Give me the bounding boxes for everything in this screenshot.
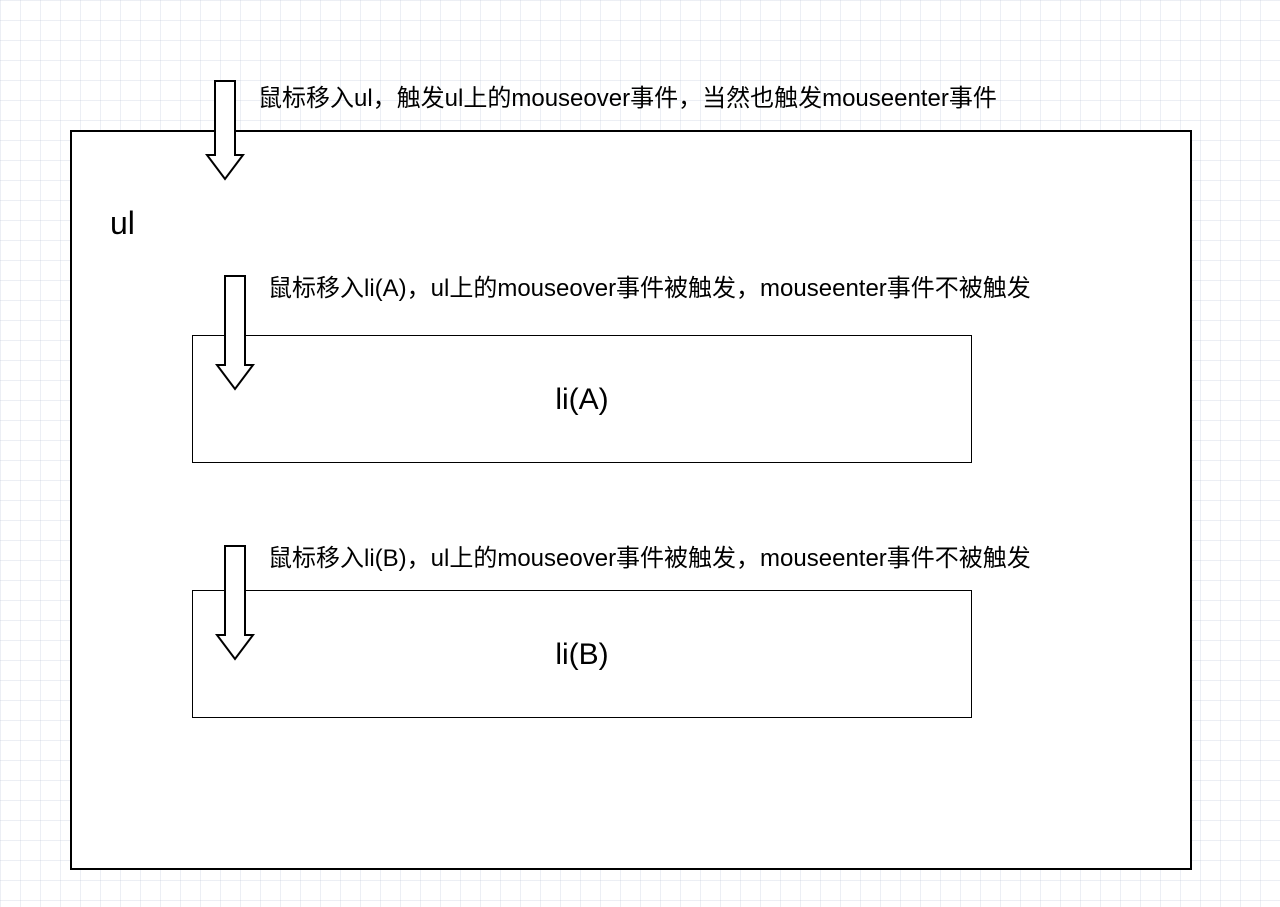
anno-li-a-text: 鼠标移入li(A)，ul上的mouseover事件被触发，mouseenter事… [268, 268, 1031, 303]
anno-ul-text: 鼠标移入ul，触发ul上的mouseover事件，当然也触发mouseenter… [258, 78, 997, 113]
anno-li-b-arrow-icon [215, 545, 255, 660]
ul-box [70, 130, 1192, 870]
anno-li-b-text: 鼠标移入li(B)，ul上的mouseover事件被触发，mouseenter事… [268, 538, 1031, 573]
li-a-label: li(A) [192, 383, 972, 417]
anno-li-a-arrow-icon [215, 275, 255, 390]
ul-label: ul [110, 205, 135, 242]
diagram-canvas: ul li(A) li(B) 鼠标移入ul，触发ul上的mouseover事件，当… [0, 0, 1280, 907]
anno-ul-arrow-icon [205, 80, 245, 180]
li-b-label: li(B) [192, 638, 972, 672]
